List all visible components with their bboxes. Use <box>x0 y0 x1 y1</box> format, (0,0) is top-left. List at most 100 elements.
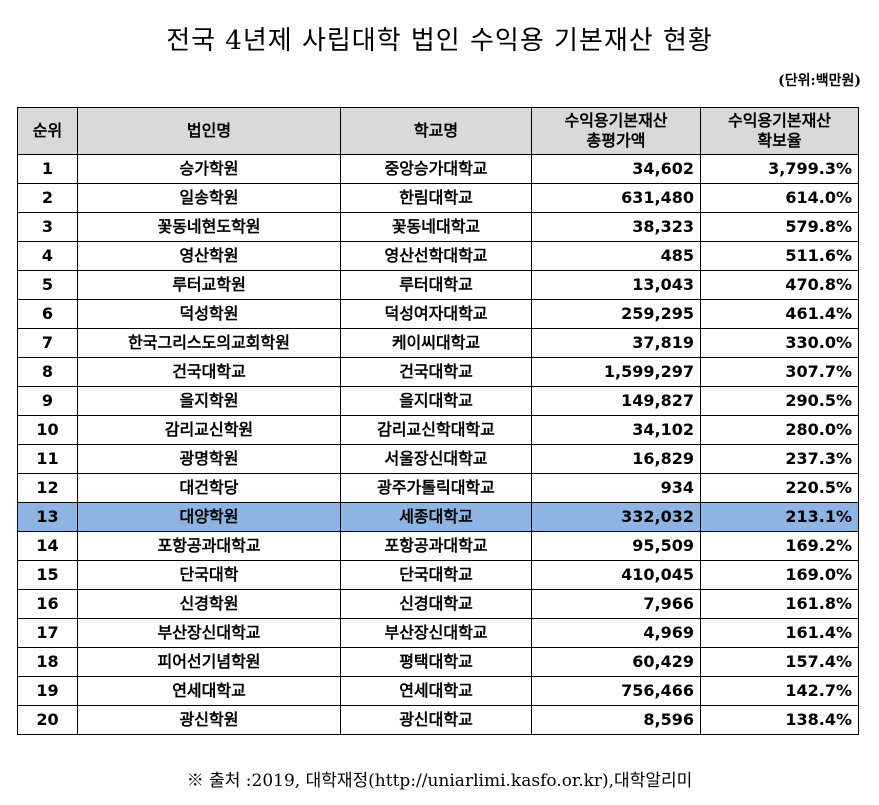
cell-school: 을지대학교 <box>340 386 532 416</box>
cell-school: 부산장신대학교 <box>340 618 532 648</box>
table-row: 4 영산학원 영산선학대학교 485 511.6% <box>17 241 859 271</box>
cell-corporation: 광신학원 <box>77 705 341 735</box>
cell-corporation: 감리교신학원 <box>77 415 341 445</box>
cell-total-value: 485 <box>531 241 701 271</box>
header-line: 수익용기본재산 <box>564 111 668 130</box>
cell-school: 영산선학대학교 <box>340 241 532 271</box>
cell-corporation: 연세대학교 <box>77 676 341 706</box>
cell-school: 감리교신학대학교 <box>340 415 532 445</box>
cell-rank: 2 <box>17 183 78 213</box>
cell-school: 덕성여자대학교 <box>340 299 532 329</box>
cell-corporation: 신경학원 <box>77 589 341 619</box>
cell-corporation: 부산장신대학교 <box>77 618 341 648</box>
header-line: 확보율 <box>757 131 802 150</box>
cell-school: 단국대학교 <box>340 560 532 590</box>
cell-rate: 579.8% <box>700 212 859 242</box>
cell-rank: 3 <box>17 212 78 242</box>
cell-total-value: 149,827 <box>531 386 701 416</box>
cell-rank: 9 <box>17 386 78 416</box>
cell-total-value: 259,295 <box>531 299 701 329</box>
cell-school: 세종대학교 <box>340 502 532 532</box>
cell-school: 중앙승가대학교 <box>340 154 532 184</box>
cell-school: 꽃동네대학교 <box>340 212 532 242</box>
cell-total-value: 60,429 <box>531 647 701 677</box>
cell-rank: 4 <box>17 241 78 271</box>
cell-rate: 169.0% <box>700 560 859 590</box>
cell-corporation: 덕성학원 <box>77 299 341 329</box>
cell-rate: 138.4% <box>700 705 859 735</box>
column-header-rank: 순위 <box>17 107 78 155</box>
cell-total-value: 34,602 <box>531 154 701 184</box>
table-row: 18 피어선기념학원 평택대학교 60,429 157.4% <box>17 647 859 677</box>
cell-rate: 220.5% <box>700 473 859 503</box>
cell-corporation: 일송학원 <box>77 183 341 213</box>
cell-rank: 6 <box>17 299 78 329</box>
cell-rank: 18 <box>17 647 78 677</box>
cell-rate: 169.2% <box>700 531 859 561</box>
cell-corporation: 루터교학원 <box>77 270 341 300</box>
cell-rank: 10 <box>17 415 78 445</box>
table-row: 1 승가학원 중앙승가대학교 34,602 3,799.3% <box>17 154 859 184</box>
cell-corporation: 을지학원 <box>77 386 341 416</box>
cell-school: 한림대학교 <box>340 183 532 213</box>
column-header-total-value: 수익용기본재산 총평가액 <box>531 107 701 155</box>
cell-rate: 330.0% <box>700 328 859 358</box>
cell-total-value: 37,819 <box>531 328 701 358</box>
cell-corporation: 대건학당 <box>77 473 341 503</box>
cell-total-value: 7,966 <box>531 589 701 619</box>
cell-total-value: 1,599,297 <box>531 357 701 387</box>
cell-rate: 3,799.3% <box>700 154 859 184</box>
cell-corporation: 한국그리스도의교회학원 <box>77 328 341 358</box>
cell-total-value: 756,466 <box>531 676 701 706</box>
column-header-corporation: 법인명 <box>77 107 341 155</box>
header-line: 총평가액 <box>586 131 646 150</box>
table-row: 12 대건학당 광주가톨릭대학교 934 220.5% <box>17 473 859 503</box>
table-row-highlighted: 13 대양학원 세종대학교 332,032 213.1% <box>17 502 859 532</box>
cell-total-value: 934 <box>531 473 701 503</box>
cell-rate: 142.7% <box>700 676 859 706</box>
page-title: 전국 4년제 사립대학 법인 수익용 기본재산 현황 <box>166 26 713 56</box>
cell-school: 신경대학교 <box>340 589 532 619</box>
source-footnote: ※ 출처 :2019, 대학재정(http://uniarlimi.kasfo.… <box>186 771 693 791</box>
cell-rate: 161.4% <box>700 618 859 648</box>
cell-total-value: 4,969 <box>531 618 701 648</box>
data-table: 순위 법인명 학교명 수익용기본재산 총평가액 수익용기본재산 확보율 1 승가학… <box>17 107 859 735</box>
table-row: 8 건국대학교 건국대학교 1,599,297 307.7% <box>17 357 859 387</box>
unit-label: (단위:백만원) <box>778 73 861 89</box>
cell-school: 광신대학교 <box>340 705 532 735</box>
cell-rate: 237.3% <box>700 444 859 474</box>
cell-school: 연세대학교 <box>340 676 532 706</box>
cell-rank: 16 <box>17 589 78 619</box>
table-body: 1 승가학원 중앙승가대학교 34,602 3,799.3% 2 일송학원 한림대학교 631,… <box>17 154 859 735</box>
cell-school: 평택대학교 <box>340 647 532 677</box>
table-row: 7 한국그리스도의교회학원 케이씨대학교 37,819 330.0% <box>17 328 859 358</box>
cell-rank: 19 <box>17 676 78 706</box>
cell-total-value: 8,596 <box>531 705 701 735</box>
cell-rank: 13 <box>17 502 78 532</box>
table-row: 3 꽃동네현도학원 꽃동네대학교 38,323 579.8% <box>17 212 859 242</box>
table-row: 19 연세대학교 연세대학교 756,466 142.7% <box>17 676 859 706</box>
cell-rate: 307.7% <box>700 357 859 387</box>
cell-school: 광주가톨릭대학교 <box>340 473 532 503</box>
table-row: 20 광신학원 광신대학교 8,596 138.4% <box>17 705 859 735</box>
cell-school: 케이씨대학교 <box>340 328 532 358</box>
table-row: 17 부산장신대학교 부산장신대학교 4,969 161.4% <box>17 618 859 648</box>
column-header-rate: 수익용기본재산 확보율 <box>700 107 859 155</box>
cell-school: 포항공과대학교 <box>340 531 532 561</box>
cell-rate: 161.8% <box>700 589 859 619</box>
cell-rank: 8 <box>17 357 78 387</box>
cell-rate: 280.0% <box>700 415 859 445</box>
column-header-school: 학교명 <box>340 107 532 155</box>
cell-rank: 7 <box>17 328 78 358</box>
table-row: 9 을지학원 을지대학교 149,827 290.5% <box>17 386 859 416</box>
cell-total-value: 16,829 <box>531 444 701 474</box>
cell-total-value: 34,102 <box>531 415 701 445</box>
cell-rank: 14 <box>17 531 78 561</box>
cell-school: 건국대학교 <box>340 357 532 387</box>
cell-total-value: 38,323 <box>531 212 701 242</box>
cell-rank: 15 <box>17 560 78 590</box>
cell-rank: 20 <box>17 705 78 735</box>
table-row: 16 신경학원 신경대학교 7,966 161.8% <box>17 589 859 619</box>
cell-school: 루터대학교 <box>340 270 532 300</box>
table-row: 2 일송학원 한림대학교 631,480 614.0% <box>17 183 859 213</box>
